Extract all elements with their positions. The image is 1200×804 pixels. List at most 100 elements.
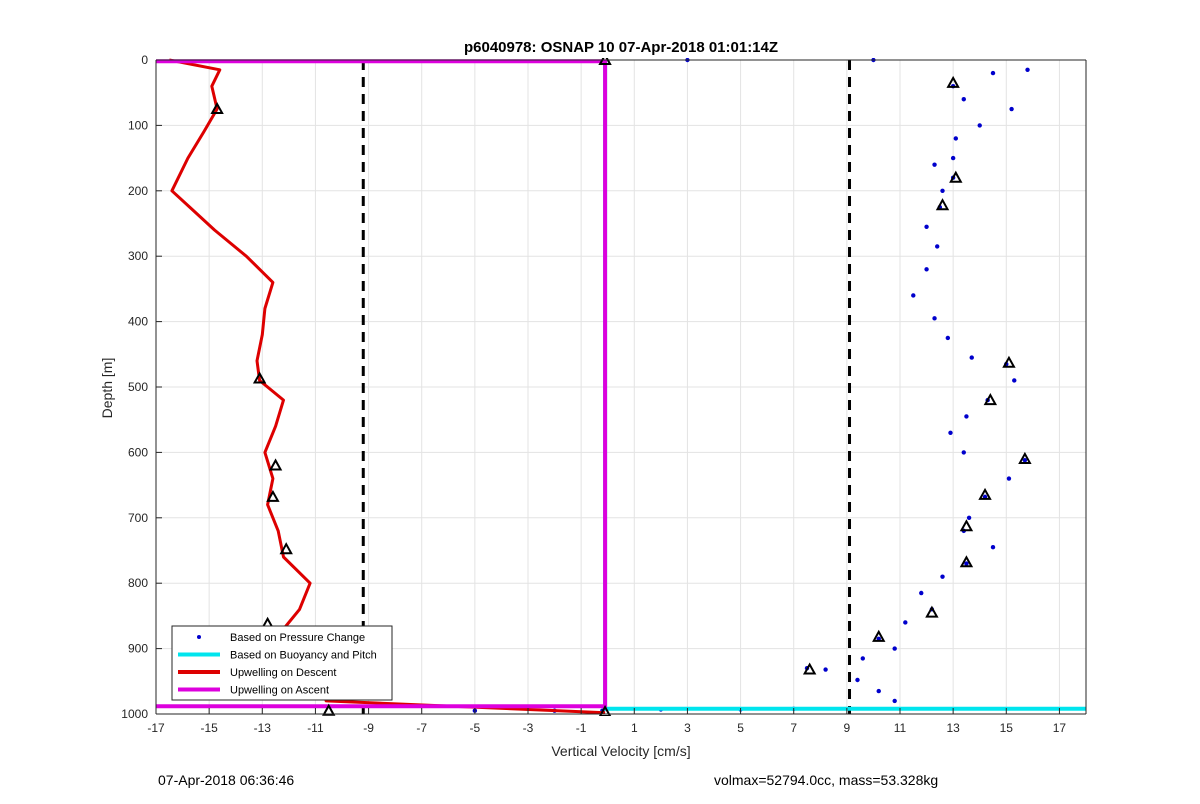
data-point	[966, 515, 972, 520]
x-tick-label: 17	[1053, 721, 1067, 735]
marker-triangle	[872, 629, 886, 642]
legend-label: Upwelling on Ascent	[230, 685, 329, 697]
marker-triangle	[268, 458, 283, 471]
data-point	[977, 123, 982, 128]
marker-triangle	[925, 605, 939, 618]
y-tick-label: 900	[128, 642, 148, 656]
axes: -17 -15 -13 -11 -9 -7 -5 -3 -1 1 3 5 7 9 11 13 15 1701002…	[121, 53, 1087, 735]
x-tick-label: 9	[844, 721, 851, 735]
data-point	[855, 677, 860, 683]
legend-box	[171, 625, 393, 701]
y-tick-label: 800	[128, 576, 148, 590]
data-point	[911, 293, 916, 298]
data-point	[876, 688, 881, 694]
marker-triangle	[983, 393, 998, 406]
legend-label: Based on Pressure Change	[230, 632, 365, 644]
x-tick-label: 11	[894, 721, 907, 735]
data-point	[1025, 67, 1030, 73]
data-point	[964, 414, 969, 419]
data-point	[940, 574, 945, 579]
legend-swatch	[197, 635, 201, 639]
y-tick-label: 500	[128, 380, 148, 394]
data-point	[935, 244, 940, 249]
x-tick-label: -11	[307, 721, 324, 735]
data-point	[990, 545, 996, 550]
data-point	[924, 267, 929, 272]
x-axis-label: Vertical Velocity [cm/s]	[551, 743, 690, 759]
marker-triangle	[279, 542, 293, 555]
marker-triangle	[266, 489, 280, 502]
data-point	[860, 656, 865, 661]
plot-area	[156, 58, 1086, 716]
data-point	[961, 97, 966, 102]
footer-timestamp: 07-Apr-2018 06:36:46	[158, 772, 295, 788]
marker-triangle	[959, 555, 974, 568]
legend-label: Upwelling on Descent	[230, 667, 336, 679]
y-tick-label: 100	[128, 118, 148, 132]
x-tick-label: -1	[576, 721, 587, 735]
x-tick-label: -3	[523, 721, 534, 735]
x-tick-label: 5	[737, 721, 744, 735]
x-tick-label: 13	[946, 721, 960, 735]
legend: Based on Pressure Change Based on Buoyanc…	[171, 625, 393, 701]
data-point	[924, 224, 929, 229]
data-point	[892, 646, 897, 651]
grid	[155, 59, 1086, 715]
y-tick-label: 400	[128, 315, 148, 329]
data-point	[1012, 378, 1017, 383]
data-point	[919, 590, 924, 596]
data-point	[1009, 106, 1014, 112]
marker-triangle	[252, 371, 267, 384]
y-tick-label: 200	[128, 184, 148, 198]
marker-triangle	[946, 75, 960, 88]
data-point	[892, 698, 897, 704]
marker-triangle	[802, 662, 817, 675]
data-point	[932, 162, 937, 167]
y-tick-label: 300	[128, 249, 148, 263]
x-tick-label: -9	[363, 721, 374, 735]
data-point	[940, 188, 945, 193]
legend-label: Based on Buoyancy and Pitch	[230, 650, 377, 662]
data-point	[932, 316, 937, 321]
footer-volmax: volmax=52794.0cc, mass=53.328kg	[714, 772, 939, 788]
x-tick-label: -17	[147, 721, 165, 735]
x-tick-label: -13	[254, 721, 272, 735]
marker-triangle	[322, 703, 336, 716]
data-point	[823, 667, 828, 672]
y-tick-label: 0	[141, 53, 148, 67]
data-point	[945, 335, 951, 341]
data-point	[903, 620, 908, 625]
y-tick-label: 700	[128, 511, 148, 525]
data-point	[1006, 476, 1012, 481]
x-tick-label: 1	[631, 721, 638, 735]
y-tick-label: 1000	[121, 707, 148, 721]
marker-triangle	[949, 170, 963, 183]
data-point	[990, 70, 996, 76]
marker-triangle	[598, 704, 612, 716]
x-tick-label: -5	[470, 721, 481, 735]
data-point	[969, 355, 974, 360]
marker-triangle	[1002, 355, 1016, 368]
marker-triangle	[1018, 451, 1032, 464]
data-point	[964, 561, 969, 566]
marker-triangle	[959, 519, 974, 532]
y-axis-label: Depth [m]	[99, 358, 115, 419]
data-point	[953, 136, 958, 141]
marker-triangle	[935, 198, 950, 211]
data-point	[961, 450, 966, 455]
y-tick-label: 600	[128, 445, 148, 459]
series-line-2	[169, 58, 606, 715]
x-tick-label: -7	[416, 721, 427, 735]
x-tick-label: 3	[684, 721, 691, 735]
x-tick-label: -15	[200, 721, 218, 735]
data-point	[1022, 458, 1028, 463]
series-line-3	[156, 59, 608, 709]
marker-triangle	[978, 487, 992, 500]
x-tick-label: 15	[1000, 721, 1014, 735]
data-point	[948, 430, 953, 435]
data-point	[950, 155, 956, 161]
chart-title: p6040978: OSNAP 10 07-Apr-2018 01:01:14Z	[464, 39, 778, 56]
x-tick-label: 7	[790, 721, 797, 735]
marker-triangle	[210, 101, 224, 115]
